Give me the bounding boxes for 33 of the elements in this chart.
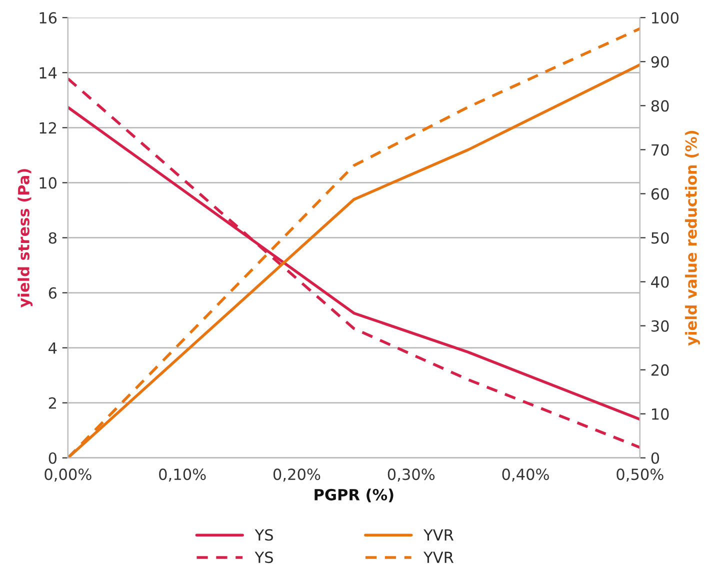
y2-tick-label: 0 bbox=[651, 452, 660, 464]
y2-tick-label: 20 bbox=[651, 364, 669, 376]
y-tick-label: 10 bbox=[40, 177, 56, 189]
y-tick-label: 0 bbox=[48, 452, 56, 464]
y2-tick-label: 40 bbox=[651, 276, 669, 288]
y2-tick-label: 70 bbox=[652, 144, 669, 156]
x-tick-label: 0,40% bbox=[502, 468, 549, 482]
x-tick-label: 0,10% bbox=[159, 468, 206, 482]
legend-label: YVR bbox=[424, 552, 454, 563]
x-tick-label: 0,20% bbox=[273, 468, 320, 482]
y2-tick-label: 80 bbox=[651, 100, 669, 112]
y-tick-label: 4 bbox=[48, 342, 57, 354]
legend-label: YS bbox=[254, 529, 273, 541]
y2-tick-label: 30 bbox=[652, 320, 669, 332]
x-tick-label: 0,00% bbox=[44, 468, 92, 482]
x-tick-label: 0,50% bbox=[616, 468, 664, 482]
y-axis-title: yield stress (Pa) bbox=[18, 169, 33, 308]
y-tick-label: 8 bbox=[48, 232, 56, 244]
y2-axis-title: yield value reduction (%) bbox=[685, 130, 700, 346]
y-tick-label: 6 bbox=[48, 287, 57, 299]
y2-tick-label: 100 bbox=[652, 12, 678, 24]
y2-tick-label: 90 bbox=[651, 56, 669, 68]
legend-label: YVR bbox=[424, 529, 454, 540]
y2-tick-label: 60 bbox=[651, 188, 669, 200]
x-axis-title: PGPR (%) bbox=[314, 488, 394, 502]
y-tick-label: 12 bbox=[40, 122, 56, 134]
y-tick-label: 14 bbox=[40, 67, 57, 78]
y-tick-label: 2 bbox=[48, 397, 56, 409]
y-tick-label: 16 bbox=[40, 12, 57, 24]
y2-tick-label: 10 bbox=[652, 408, 669, 420]
x-tick-label: 0,30% bbox=[388, 468, 435, 482]
y2-tick-label: 50 bbox=[652, 232, 669, 244]
legend-label: YS bbox=[254, 552, 273, 564]
